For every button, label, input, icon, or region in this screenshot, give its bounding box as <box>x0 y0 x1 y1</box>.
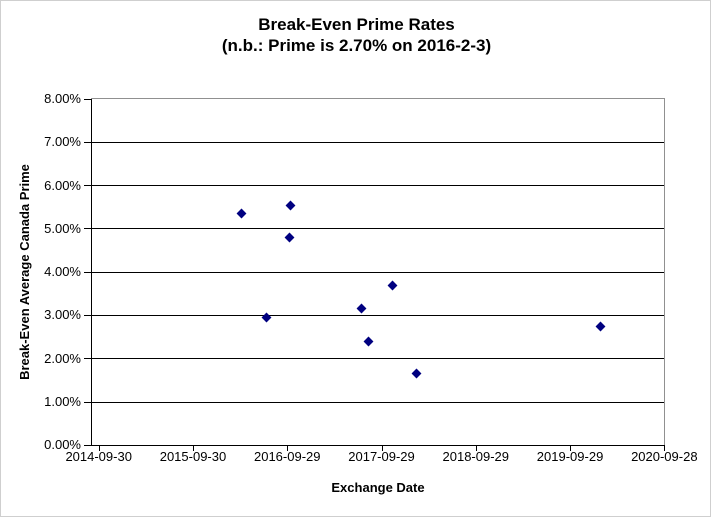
y-tick-mark <box>84 314 91 316</box>
plot-border-right <box>664 98 666 446</box>
x-tick-mark <box>570 445 572 452</box>
data-point <box>363 336 374 347</box>
y-tick-label: 8.00% <box>44 91 81 106</box>
h-gridline <box>91 314 665 316</box>
y-axis-line <box>91 99 92 446</box>
y-tick-label: 0.00% <box>44 437 81 453</box>
x-tick-label: 2017-09-29 <box>348 449 415 465</box>
data-point <box>285 200 296 210</box>
y-tick-label: 4.00% <box>44 264 81 280</box>
y-tick-mark <box>84 401 91 403</box>
data-point <box>236 208 246 219</box>
x-tick-label: 2019-09-29 <box>536 449 604 465</box>
h-gridline <box>91 228 665 230</box>
x-tick-label: 2018-09-29 <box>442 449 510 465</box>
y-tick-mark <box>84 358 91 360</box>
y-tick-label: 7.00% <box>44 134 81 150</box>
x-tick-label: 2020-09-28 <box>631 449 698 465</box>
y-tick-mark <box>84 185 91 187</box>
y-tick-mark <box>84 271 91 273</box>
y-tick-mark <box>84 141 91 143</box>
data-point <box>595 321 606 332</box>
y-tick-label: 3.00% <box>44 307 81 323</box>
chart-title: Break-Even Prime Rates <box>258 15 455 34</box>
h-gridline <box>91 185 665 187</box>
data-point <box>411 368 422 379</box>
x-tick-mark <box>192 445 194 452</box>
y-tick-mark <box>84 444 91 446</box>
x-tick-label: 2016-09-29 <box>253 449 321 465</box>
y-tick-label: 2.00% <box>44 350 81 366</box>
h-gridline <box>91 141 665 143</box>
y-tick-label: 5.00% <box>44 220 81 236</box>
x-axis-line <box>91 445 666 447</box>
y-tick-label: 6.00% <box>44 177 81 193</box>
y-tick-mark <box>84 98 91 100</box>
x-tick-mark <box>98 445 100 452</box>
chart-subtitle: (n.b.: Prime is 2.70% on 2016-2-3) <box>221 36 492 55</box>
data-point <box>284 232 295 243</box>
data-point <box>356 303 367 314</box>
data-point <box>387 280 398 291</box>
x-tick-label: 2015-09-30 <box>159 449 227 465</box>
x-tick-mark <box>664 445 666 452</box>
y-tick-label: 1.00% <box>44 394 81 409</box>
h-gridline <box>91 358 665 360</box>
x-tick-mark <box>381 445 383 452</box>
y-tick-mark <box>84 228 91 230</box>
x-axis-title: Exchange Date <box>331 480 425 495</box>
h-gridline <box>91 271 665 273</box>
x-tick-label: 2014-09-30 <box>65 449 132 465</box>
plot-border-top <box>91 98 666 99</box>
x-tick-mark <box>475 445 477 452</box>
x-tick-mark <box>287 445 289 452</box>
h-gridline <box>91 401 665 403</box>
